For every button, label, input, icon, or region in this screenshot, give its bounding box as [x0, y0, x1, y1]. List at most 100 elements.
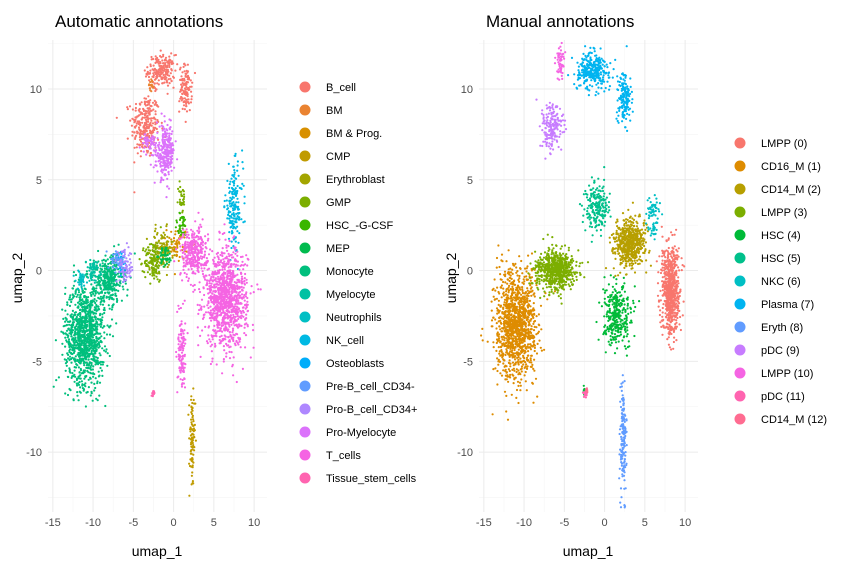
data-point: [185, 98, 188, 101]
data-point: [194, 261, 197, 264]
data-point: [68, 345, 71, 349]
data-point: [121, 285, 124, 288]
data-point: [100, 299, 103, 302]
data-point: [173, 166, 176, 169]
data-point: [223, 260, 226, 263]
data-point: [234, 240, 237, 243]
data-point: [228, 191, 231, 194]
data-point: [208, 285, 211, 288]
data-point: [100, 369, 103, 372]
data-point: [71, 372, 74, 375]
data-point: [175, 219, 178, 222]
data-point: [146, 246, 150, 249]
data-point: [200, 238, 203, 241]
data-point: [237, 317, 240, 321]
data-point: [133, 146, 136, 149]
data-point: [207, 334, 210, 337]
data-point: [77, 281, 80, 284]
data-point: [194, 251, 197, 254]
data-point: [76, 384, 79, 387]
legend-label: Tissue_stem_cells: [326, 473, 417, 485]
data-point: [141, 249, 145, 252]
data-point: [167, 173, 170, 176]
data-point: [245, 254, 248, 257]
data-point: [130, 124, 133, 127]
series-points: [115, 49, 197, 194]
data-point: [165, 162, 168, 165]
data-point: [178, 324, 181, 327]
data-point: [166, 164, 169, 167]
data-point: [223, 252, 226, 255]
data-point: [163, 78, 166, 81]
data-point: [151, 75, 154, 78]
series-points: [223, 149, 246, 271]
data-point: [236, 326, 240, 329]
data-point: [128, 269, 131, 272]
data-point: [165, 159, 168, 162]
data-point: [101, 347, 104, 350]
data-point: [146, 71, 149, 74]
data-point: [162, 231, 165, 234]
data-point: [71, 348, 74, 351]
data-point: [133, 125, 136, 128]
legend-key: [299, 426, 311, 438]
data-point: [131, 134, 134, 137]
data-point: [226, 249, 229, 252]
data-point: [225, 246, 228, 249]
data-point: [160, 234, 163, 237]
data-point: [99, 303, 102, 306]
data-point: [218, 231, 221, 234]
data-point: [182, 190, 185, 193]
data-point: [91, 316, 94, 319]
data-point: [126, 106, 129, 109]
data-point: [94, 386, 97, 390]
data-point: [110, 269, 114, 272]
y-tick-label: -10: [26, 447, 42, 459]
data-point: [82, 372, 85, 375]
data-point: [156, 252, 159, 255]
data-point: [155, 271, 158, 274]
data-point: [114, 259, 117, 262]
data-point: [210, 282, 213, 285]
data-point: [232, 374, 235, 377]
data-point: [209, 297, 212, 301]
data-point: [190, 398, 193, 401]
data-point: [161, 242, 164, 245]
data-point: [178, 100, 181, 103]
data-point: [100, 335, 103, 338]
legend-key: [299, 265, 311, 277]
data-point: [251, 323, 254, 326]
data-point: [66, 303, 69, 306]
data-point: [159, 226, 162, 229]
data-point: [148, 129, 152, 132]
data-point: [212, 290, 215, 293]
data-point: [164, 251, 167, 254]
data-point: [183, 253, 187, 256]
data-point: [226, 270, 229, 273]
data-point: [123, 253, 126, 256]
data-point: [134, 106, 137, 110]
data-point: [161, 248, 164, 251]
data-point: [85, 352, 88, 355]
data-point: [185, 110, 189, 113]
data-point: [70, 313, 73, 316]
data-point: [199, 223, 202, 226]
data-point: [73, 313, 76, 317]
data-point: [118, 279, 121, 282]
data-point: [192, 263, 195, 266]
data-point: [156, 250, 159, 253]
legend-label: Osteoblasts: [326, 358, 385, 370]
data-point: [115, 116, 118, 119]
data-point: [232, 315, 235, 318]
data-point: [243, 326, 246, 329]
data-point: [222, 271, 225, 274]
data-point: [170, 145, 173, 148]
data-point: [144, 276, 147, 279]
data-point: [196, 326, 199, 329]
data-point: [233, 182, 236, 185]
data-point: [163, 120, 166, 123]
data-point: [207, 253, 211, 256]
data-point: [249, 356, 252, 359]
data-point: [182, 234, 185, 237]
data-point: [183, 203, 186, 206]
